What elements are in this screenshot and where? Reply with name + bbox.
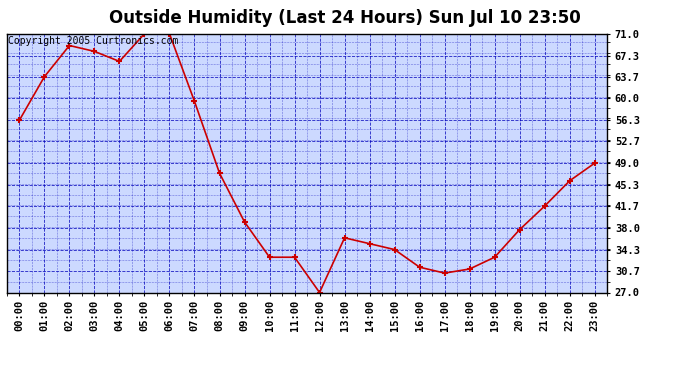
Text: Outside Humidity (Last 24 Hours) Sun Jul 10 23:50: Outside Humidity (Last 24 Hours) Sun Jul… [109,9,581,27]
Text: Copyright 2005 Curtronics.com: Copyright 2005 Curtronics.com [8,36,179,46]
